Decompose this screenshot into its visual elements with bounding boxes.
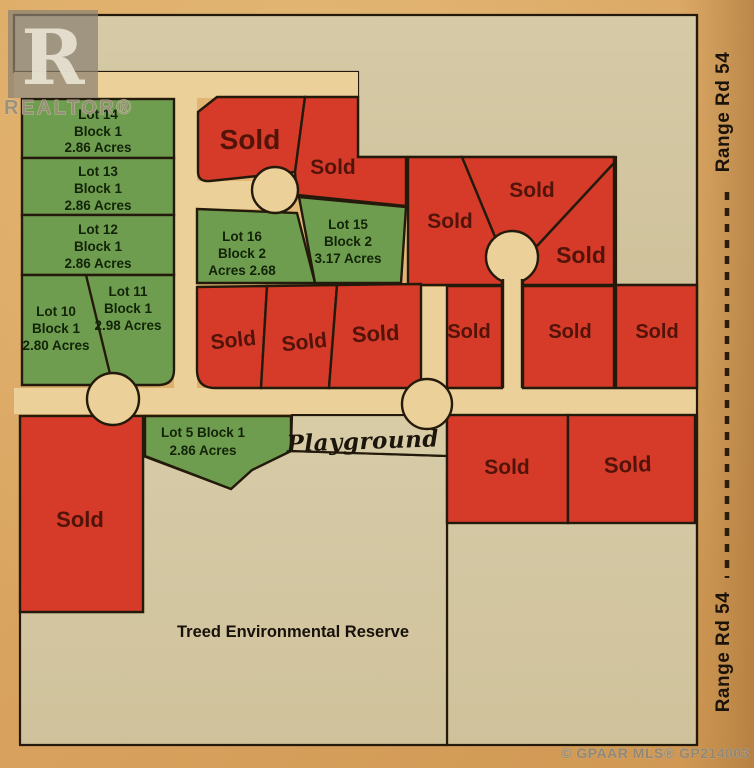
lot-12-parcel [20,213,176,277]
sold-label-top-1: Sold [220,124,281,155]
sold-label-ne-right: Sold [556,242,606,268]
lot-16-label-block: Block 2 [218,246,266,261]
sold-label-se-1: Sold [484,456,530,479]
lot-10-label-name: Lot 10 [36,304,76,319]
range-road-annotations: Range Rd 54 Range Rd 54 [713,52,734,713]
available-lots [20,97,408,491]
lot-12-label-acres: 2.86 Acres [64,256,131,271]
lot-13-label-name: Lot 13 [78,164,118,179]
lot-14-label-acres: 2.86 Acres [64,140,131,155]
lot-14-parcel [20,97,176,160]
lot-15-label-block: Block 2 [324,234,372,249]
sold-parcel-row-1 [195,284,269,390]
treed-reserve-label: Treed Environmental Reserve [177,623,409,641]
lot-15-label-name: Lot 15 [328,217,368,232]
sold-label-ne-top: Sold [509,179,555,202]
lot-15-label-acres: 3.17 Acres [314,251,381,266]
sold-label-ne-left: Sold [427,210,473,233]
lot-10-label-acres: 2.80 Acres [22,338,89,353]
lot-5-label-name: Lot 5 Block 1 [161,425,246,440]
sold-parcel-southwest [18,414,145,614]
lot-11-label-acres: 2.98 Acres [94,318,161,333]
sold-parcel-top-1 [196,95,307,183]
lot-10-label-block: Block 1 [32,321,81,336]
sold-lots [18,95,699,614]
lot-12-label-name: Lot 12 [78,222,118,237]
lot-5-label-acres: 2.86 Acres [169,443,236,458]
sold-label-row-6: Sold [635,321,678,343]
realtor-logo-box [8,10,98,98]
lot-13-label-block: Block 1 [74,181,123,196]
sold-label-row-3: Sold [351,320,400,347]
range-rd-label-bottom: Range Rd 54 [713,592,734,713]
sold-label-row-5: Sold [548,321,591,343]
road-stem-vertical [503,270,522,388]
sold-label-top-2: Sold [310,156,356,179]
realtor-logo-text: REALTOR® [4,97,134,119]
lot-10-11-divider [84,274,113,379]
lot-12-label-block: Block 1 [74,239,123,254]
mls-watermark: © GPAAR MLS® GP214003 [561,745,750,761]
culdesacs [85,165,540,431]
culdesac-east [400,377,454,431]
lot-15-parcel [297,195,408,285]
lot-14-label-name: Lot 14 [78,107,118,122]
lot-14-label-block: Block 1 [74,124,123,139]
lot-13-parcel [20,156,176,217]
sold-label-row-1: Sold [209,327,257,355]
road-west-vertical [174,72,197,389]
lot-16-label-acres: Acres 2.68 [208,263,276,278]
lot-11-label-name: Lot 11 [108,284,148,299]
sold-label-se-2: Sold [603,451,652,478]
sold-label-row-4: Sold [447,321,490,343]
lot-11-label-block: Block 1 [104,301,153,316]
sold-label-southwest: Sold [56,507,104,532]
realtor-logo-r: R [21,13,85,102]
road-gap-vertical [421,287,447,389]
sold-parcel-se-2 [566,413,697,525]
sold-label-row-2: Sold [280,329,328,357]
sold-parcel-se-1 [445,413,570,525]
lot-5-parcel [143,414,293,491]
sold-parcel-top-2 [293,95,408,208]
range-rd-label-top: Range Rd 54 [713,52,734,173]
culdesac-west [85,371,141,427]
lot-16-label-name: Lot 16 [222,229,262,244]
lot-13-label-acres: 2.86 Acres [64,198,131,213]
playground-label: Playground [285,425,439,457]
lot-10-11-parcel [20,273,176,387]
culdesac-upper-middle [250,165,300,215]
realtor-logo: R REALTOR® [4,10,134,119]
